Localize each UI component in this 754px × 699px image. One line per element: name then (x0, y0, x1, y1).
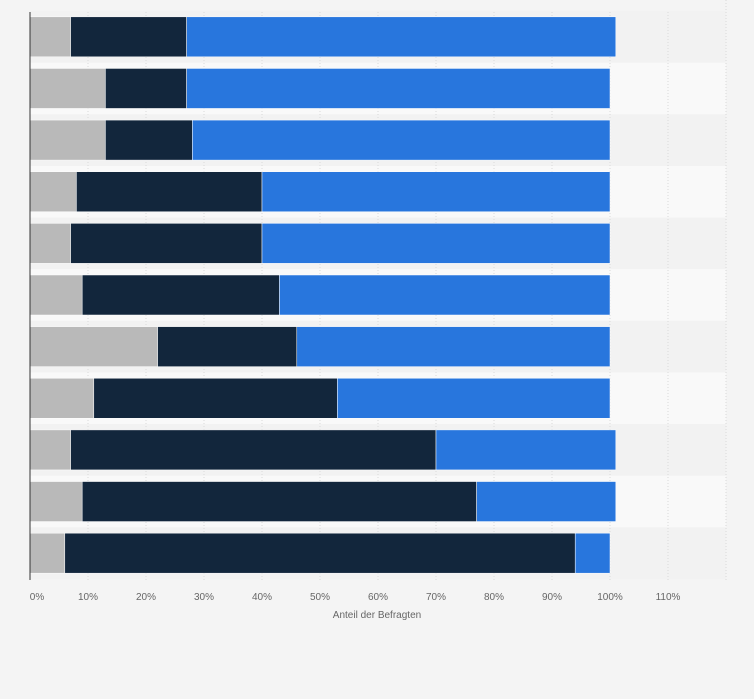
bar-segment-row5-series3 (261, 223, 611, 264)
bar-segment-row9-series3 (435, 429, 617, 471)
bar-segment-row8-series1 (29, 378, 95, 419)
bar-segment-row4-series2 (76, 171, 263, 212)
bars (29, 16, 617, 574)
x-tick-label: 60% (368, 592, 388, 603)
x-tick-labels: 0% 10% 20% 30% 40% 50% 60% 70% 80% 90% 100% 110% (30, 592, 681, 603)
bar-segment-row5-series1 (29, 223, 71, 264)
bar-segment-row4-series3 (261, 171, 611, 212)
x-tick-label: 80% (484, 592, 504, 603)
bar-segment-row8-series2 (93, 378, 338, 419)
bar-segment-row1-series1 (29, 16, 71, 58)
x-tick-label: 30% (194, 592, 214, 603)
bar-segment-row7-series2 (157, 326, 298, 367)
bar-segment-row5-series2 (70, 223, 263, 264)
x-tick-label: 100% (597, 592, 623, 603)
bar-segment-row2-series1 (29, 68, 106, 109)
bar-segment-row2-series2 (105, 68, 187, 109)
bar-segment-row3-series1 (29, 119, 106, 161)
bar-segment-row3-series3 (192, 119, 611, 161)
bar-segment-row8-series3 (337, 378, 611, 419)
x-tick-label: 90% (542, 592, 562, 603)
x-tick-label: 50% (310, 592, 330, 603)
bar-segment-row6-series2 (81, 274, 280, 316)
bar-segment-row11-series1 (29, 532, 66, 574)
bar-segment-row10-series3 (476, 481, 617, 522)
bar-segment-row11-series2 (64, 532, 576, 574)
x-tick-label: 10% (78, 592, 98, 603)
x-tick-label: 0% (30, 592, 45, 603)
bar-segment-row9-series1 (29, 429, 71, 471)
bar-segment-row4-series1 (29, 171, 77, 212)
grid-lines (87, 0, 727, 580)
bar-segment-row11-series3 (574, 532, 611, 574)
bar-segment-row9-series2 (70, 429, 437, 471)
x-axis-title: Anteil der Befragten (333, 610, 421, 621)
bar-segment-row1-series2 (70, 16, 187, 58)
bar-segment-row6-series3 (279, 274, 611, 316)
bar-segment-row10-series1 (29, 481, 83, 522)
bar-segment-row6-series1 (29, 274, 83, 316)
x-tick-label: 110% (656, 592, 681, 603)
x-tick-label: 40% (252, 592, 272, 603)
bar-segment-row7-series1 (29, 326, 158, 367)
x-tick-label: 20% (136, 592, 156, 603)
x-tick-label: 70% (426, 592, 446, 603)
bar-segment-row3-series2 (105, 119, 193, 161)
bar-segment-row10-series2 (81, 481, 477, 522)
bar-segment-row7-series3 (296, 326, 611, 367)
bar-segment-row1-series3 (186, 16, 617, 58)
bar-segment-row2-series3 (186, 68, 611, 109)
